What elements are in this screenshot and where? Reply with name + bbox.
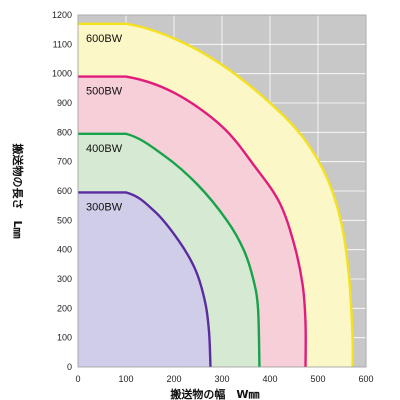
- x-tick-label: 100: [118, 374, 133, 384]
- x-tick-label: 300: [214, 374, 229, 384]
- plot-frame: [77, 14, 367, 368]
- series-label-400bw: 400BW: [86, 143, 123, 155]
- area-300bw: [78, 192, 211, 367]
- x-tick-label: 200: [166, 374, 181, 384]
- y-tick-label: 1200: [52, 10, 72, 20]
- y-tick-label: 900: [57, 98, 72, 108]
- y-tick-label: 400: [57, 245, 72, 255]
- y-tick-label: 100: [57, 333, 72, 343]
- y-tick-label: 700: [57, 157, 72, 167]
- x-ticks: 0 100 200 300 400 500 600: [75, 374, 373, 384]
- series-labels: 600BW 500BW 400BW 300BW: [86, 33, 123, 214]
- y-tick-label: 200: [57, 303, 72, 313]
- line-400bw: [78, 132, 261, 368]
- line-300bw: [78, 191, 212, 368]
- series-label-300bw: 300BW: [86, 201, 123, 213]
- y-axis-title: 搬送物の長さ L㎜: [11, 143, 25, 238]
- y-tick-label: 1000: [52, 69, 72, 79]
- y-tick-label: 0: [67, 362, 72, 372]
- x-tick-label: 400: [262, 374, 277, 384]
- line-500bw: [78, 75, 307, 368]
- y-tick-label: 800: [57, 127, 72, 137]
- series-label-600bw: 600BW: [86, 33, 123, 45]
- x-axis-title: 搬送物の幅 W㎜: [170, 387, 259, 400]
- x-tick-label: 0: [75, 374, 80, 384]
- line-600bw: [78, 22, 355, 368]
- y-ticks: 0 100 200 300 400 500 600 700 800 900 1000 1100 1200: [52, 10, 72, 372]
- y-tick-label: 1100: [53, 39, 72, 49]
- x-tick-label: 500: [310, 374, 325, 384]
- y-tick-label: 600: [57, 186, 72, 196]
- y-tick-label: 300: [57, 274, 72, 284]
- x-tick-label: 600: [358, 374, 373, 384]
- series-label-500bw: 500BW: [86, 86, 123, 98]
- series-lines: [78, 22, 355, 368]
- y-tick-label: 500: [57, 215, 72, 225]
